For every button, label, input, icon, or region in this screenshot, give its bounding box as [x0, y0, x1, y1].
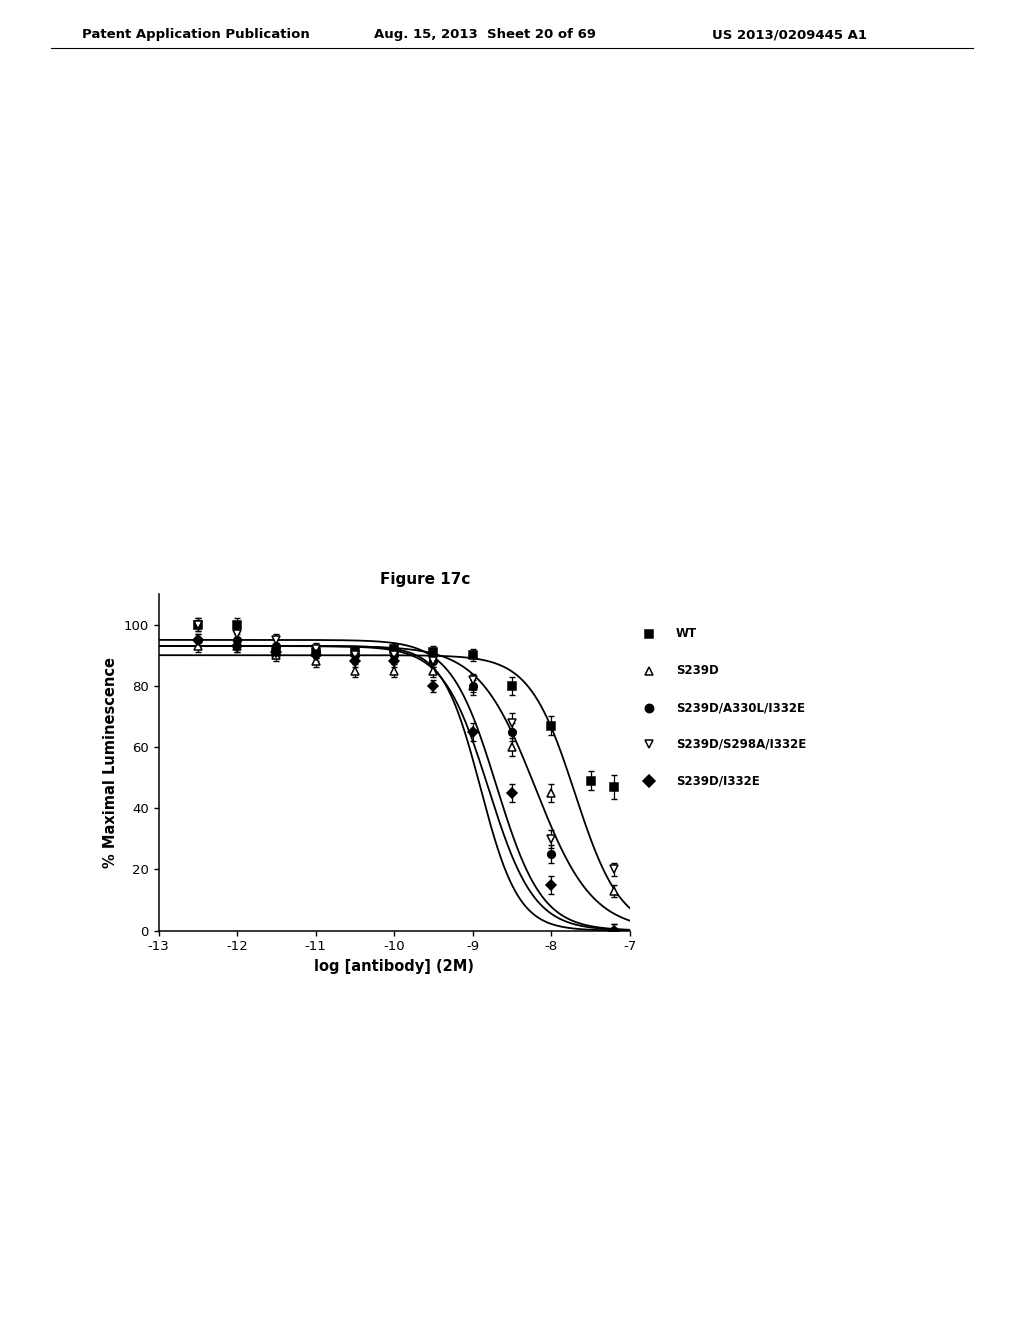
Y-axis label: % Maximal Luminescence: % Maximal Luminescence	[103, 657, 118, 867]
Text: S239D/S298A/I332E: S239D/S298A/I332E	[676, 738, 806, 751]
Text: Patent Application Publication: Patent Application Publication	[82, 29, 309, 41]
X-axis label: log [antibody] (2M): log [antibody] (2M)	[314, 958, 474, 974]
Text: S239D/A330L/I332E: S239D/A330L/I332E	[676, 701, 805, 714]
Text: US 2013/0209445 A1: US 2013/0209445 A1	[712, 29, 866, 41]
Text: Aug. 15, 2013  Sheet 20 of 69: Aug. 15, 2013 Sheet 20 of 69	[374, 29, 596, 41]
Text: S239D: S239D	[676, 664, 719, 677]
Text: WT: WT	[676, 627, 697, 640]
Text: S239D/I332E: S239D/I332E	[676, 775, 760, 788]
Text: Figure 17c: Figure 17c	[380, 573, 470, 587]
